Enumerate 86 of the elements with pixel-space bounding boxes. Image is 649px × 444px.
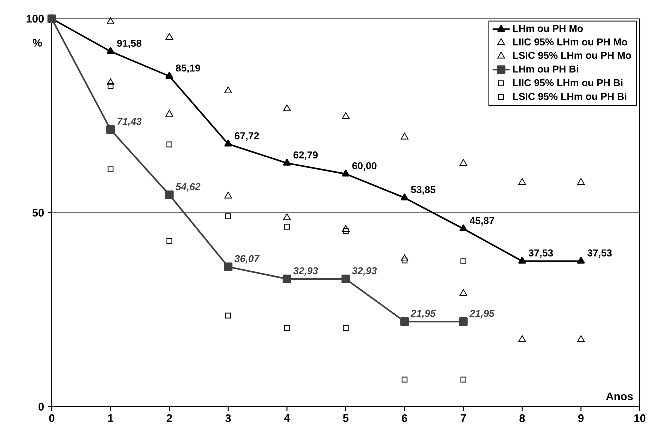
- data-label: 32,93: [293, 268, 318, 276]
- point: [106, 78, 115, 86]
- point: [226, 312, 232, 319]
- point: [577, 178, 586, 186]
- point: [224, 140, 232, 147]
- point: [577, 335, 586, 342]
- point: [108, 166, 114, 172]
- data-label: 60,00: [352, 162, 377, 171]
- data-label: 36,07: [234, 255, 260, 264]
- legend-label: LHm ou PH Mo: [513, 25, 584, 32]
- point: [283, 104, 292, 112]
- data-label: 54,62: [176, 183, 201, 192]
- data-label: 71,43: [118, 118, 142, 127]
- data-label: 67,72: [234, 132, 260, 142]
- y-tick-label: 100: [26, 15, 44, 23]
- point: [224, 192, 232, 199]
- x-axis-title: Anos: [606, 392, 634, 400]
- x-tick-label: 1: [108, 414, 114, 422]
- point: [283, 214, 292, 220]
- point: [106, 18, 115, 24]
- point: [342, 112, 350, 120]
- x-tick-label: 6: [402, 414, 408, 422]
- point: [166, 142, 172, 148]
- y-tick-label: 0: [38, 403, 44, 411]
- x-tick-label: 10: [634, 414, 646, 422]
- data-label: 85,19: [176, 64, 200, 74]
- point: [284, 224, 290, 230]
- x-tick-label: 3: [226, 414, 232, 422]
- point: [282, 274, 292, 284]
- point: [342, 274, 350, 284]
- point: [460, 224, 468, 232]
- point: [284, 325, 290, 332]
- point: [342, 170, 350, 177]
- x-tick-label: 5: [343, 414, 349, 422]
- point: [460, 159, 468, 166]
- point: [400, 194, 409, 201]
- x-tick-label: 4: [284, 414, 290, 422]
- x-tick-label: 9: [578, 414, 584, 422]
- data-label: 91,58: [117, 40, 142, 48]
- y-tick-label: 50: [32, 209, 44, 217]
- point: [402, 376, 408, 383]
- legend-label: LHm ou PH Bi: [513, 66, 578, 73]
- point: [224, 86, 232, 94]
- legend-label: LIIC 95% LHm ou PH Mo: [513, 38, 628, 46]
- data-label: 53,85: [411, 186, 436, 195]
- y-axis-title: %: [33, 39, 42, 47]
- data-label: 21,95: [470, 310, 495, 319]
- point: [166, 110, 174, 117]
- x-tick-label: 0: [49, 414, 55, 422]
- point: [402, 258, 408, 264]
- point: [400, 254, 409, 262]
- point: [460, 289, 468, 296]
- legend-label: LSIC 95% LHm ou PH Mo: [513, 52, 632, 60]
- point: [166, 72, 174, 79]
- point: [343, 325, 349, 332]
- legend-label: LSIC 95% LHm ou PH Bi: [513, 92, 627, 100]
- point: [166, 33, 174, 40]
- x-tick-label: 2: [166, 414, 172, 422]
- point: [518, 257, 526, 264]
- point: [460, 376, 466, 383]
- data-label: 37,53: [528, 250, 554, 258]
- point: [460, 258, 466, 264]
- point: [283, 159, 292, 166]
- data-label: 32,93: [352, 268, 378, 276]
- point: [459, 318, 468, 326]
- point: [343, 228, 349, 234]
- point: [165, 190, 174, 200]
- x-tick-label: 8: [520, 414, 526, 422]
- data-label: 62,79: [294, 152, 318, 160]
- data-label: 37,53: [588, 250, 612, 258]
- point: [106, 47, 115, 54]
- point: [342, 225, 350, 232]
- data-label: 45,87: [470, 217, 494, 226]
- data-label: 21,95: [410, 310, 436, 319]
- point: [400, 318, 410, 326]
- point: [166, 238, 172, 244]
- point: [577, 257, 586, 264]
- point: [224, 262, 233, 272]
- point: [518, 178, 526, 186]
- point: [108, 83, 114, 89]
- x-tick-label: 7: [461, 414, 466, 422]
- point: [518, 335, 526, 342]
- point: [106, 126, 116, 134]
- point: [400, 132, 409, 140]
- legend-label: LIIC 95% LHm ou PH Bi: [513, 79, 623, 87]
- point: [226, 214, 232, 220]
